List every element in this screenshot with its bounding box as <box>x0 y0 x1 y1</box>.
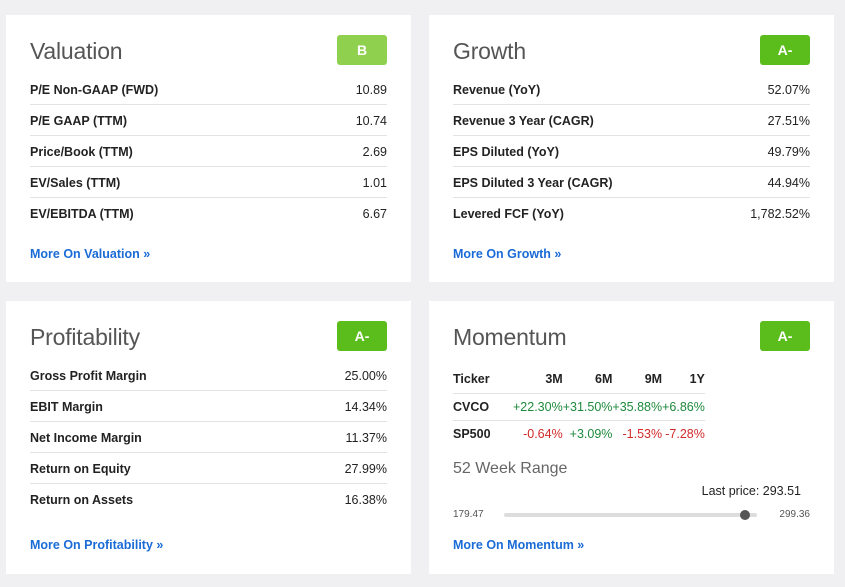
momentum-value: +35.88% <box>612 393 663 421</box>
more-on-profitability-link[interactable]: More On Profitability » <box>30 538 164 552</box>
valuation-title: Valuation <box>30 38 123 64</box>
range-low-label: 179.47 <box>453 509 484 520</box>
momentum-table: Ticker 3M 6M 9M 1Y CVCO +22.30% +31.50% … <box>453 366 705 447</box>
momentum-header-row: Ticker 3M 6M 9M 1Y <box>453 366 705 394</box>
momentum-value: +3.09% <box>569 426 613 441</box>
metric-row: P/E Non-GAAP (FWD) 10.89 <box>30 74 387 105</box>
momentum-value: +6.86% <box>662 393 705 421</box>
momentum-value: -1.53% <box>622 426 663 441</box>
column-header: 9M <box>612 366 663 394</box>
metric-row: Return on Equity 27.99% <box>30 453 387 484</box>
profitability-card: Profitability A- Gross Profit Margin 25.0… <box>6 301 411 574</box>
metric-value: 52.07% <box>767 83 810 97</box>
metric-label: Price/Book (TTM) <box>30 145 133 159</box>
metric-row: Net Income Margin 11.37% <box>30 422 387 453</box>
metric-label: EPS Diluted 3 Year (CAGR) <box>453 176 613 190</box>
column-header: 1Y <box>662 366 705 394</box>
metric-label: P/E Non-GAAP (FWD) <box>30 83 159 97</box>
metric-label: Return on Equity <box>30 462 131 476</box>
momentum-title: Momentum <box>453 324 567 350</box>
metric-value: 11.37% <box>345 431 387 445</box>
metric-row: Gross Profit Margin 25.00% <box>30 360 387 391</box>
metric-row: EPS Diluted (YoY) 49.79% <box>453 136 810 167</box>
metric-row: Revenue (YoY) 52.07% <box>453 74 810 105</box>
range-high-label: 299.36 <box>779 509 810 520</box>
table-row: SP500 -0.64% +3.09% -1.53% -7.28% <box>453 420 705 447</box>
momentum-value: +22.30% <box>513 393 563 421</box>
range-marker <box>739 510 750 520</box>
metric-value: 14.34% <box>344 400 387 414</box>
metric-label: Levered FCF (YoY) <box>453 207 564 221</box>
column-header: Ticker <box>453 366 513 394</box>
more-on-growth-link[interactable]: More On Growth » <box>453 247 562 261</box>
metric-label: P/E GAAP (TTM) <box>30 114 127 128</box>
momentum-card: Momentum A- Ticker 3M 6M 9M 1Y CVCO +22.… <box>429 301 834 574</box>
growth-card: Growth A- Revenue (YoY) 52.07% Revenue 3 … <box>429 15 834 282</box>
metric-row: Return on Assets 16.38% <box>30 484 387 515</box>
metric-label: EV/Sales (TTM) <box>30 176 121 190</box>
metric-value: 49.79% <box>767 145 810 159</box>
metric-value: 44.94% <box>767 176 810 190</box>
growth-title: Growth <box>453 38 526 64</box>
metric-value: 1.01 <box>362 176 387 190</box>
metric-row: EPS Diluted 3 Year (CAGR) 44.94% <box>453 167 810 198</box>
metric-label: Gross Profit Margin <box>30 369 147 383</box>
profitability-header: Profitability A- <box>30 321 387 353</box>
more-on-valuation-link[interactable]: More On Valuation » <box>30 247 151 261</box>
momentum-value: -7.28% <box>665 426 705 441</box>
range-track <box>504 510 757 520</box>
column-header: 3M <box>513 366 563 394</box>
week-range-title: 52 Week Range <box>453 460 568 477</box>
valuation-grade-badge[interactable]: B <box>337 35 387 65</box>
profitability-grade-badge[interactable]: A- <box>337 321 387 351</box>
metric-row: Revenue 3 Year (CAGR) 27.51% <box>453 105 810 136</box>
ticker-cell: SP500 <box>453 426 491 441</box>
last-price-label: Last price: 293.51 <box>701 484 801 498</box>
metric-label: EV/EBITDA (TTM) <box>30 207 134 221</box>
profitability-title: Profitability <box>30 324 140 350</box>
column-header: 6M <box>562 366 613 394</box>
metric-value: 25.00% <box>344 369 387 383</box>
momentum-value: -0.64% <box>523 426 563 441</box>
table-row: CVCO +22.30% +31.50% +35.88% +6.86% <box>453 393 705 421</box>
valuation-header: Valuation B <box>30 35 387 67</box>
metric-row: Levered FCF (YoY) 1,782.52% <box>453 198 810 229</box>
metric-value: 6.67 <box>362 207 387 221</box>
metric-value: 16.38% <box>344 493 387 507</box>
metric-value: 10.74 <box>355 114 387 128</box>
momentum-value: +31.50% <box>562 393 613 421</box>
metric-row: P/E GAAP (TTM) 10.74 <box>30 105 387 136</box>
metric-value: 27.51% <box>767 114 810 128</box>
momentum-grade-badge[interactable]: A- <box>760 321 810 351</box>
metric-row: EBIT Margin 14.34% <box>30 391 387 422</box>
metric-label: EBIT Margin <box>30 400 103 414</box>
metric-label: Revenue 3 Year (CAGR) <box>453 114 594 128</box>
metric-label: Revenue (YoY) <box>453 83 541 97</box>
metric-label: EPS Diluted (YoY) <box>453 145 560 159</box>
metric-value: 2.69 <box>362 145 387 159</box>
metric-row: EV/EBITDA (TTM) 6.67 <box>30 198 387 229</box>
growth-rows: Revenue (YoY) 52.07% Revenue 3 Year (CAGR… <box>453 74 810 229</box>
ticker-cell: CVCO <box>453 393 513 421</box>
metric-value: 27.99% <box>344 462 387 476</box>
more-on-momentum-link[interactable]: More On Momentum » <box>453 538 585 552</box>
metric-value: 10.89 <box>355 83 387 97</box>
metric-row: Price/Book (TTM) 2.69 <box>30 136 387 167</box>
metric-row: EV/Sales (TTM) 1.01 <box>30 167 387 198</box>
metric-value: 1,782.52% <box>750 207 810 221</box>
metric-label: Net Income Margin <box>30 431 142 445</box>
momentum-header: Momentum A- <box>453 321 810 353</box>
profitability-rows: Gross Profit Margin 25.00% EBIT Margin 14.… <box>30 360 387 515</box>
valuation-card: Valuation B P/E Non-GAAP (FWD) 10.89 P/E … <box>6 15 411 282</box>
growth-grade-badge[interactable]: A- <box>760 35 810 65</box>
metric-label: Return on Assets <box>30 493 134 507</box>
valuation-rows: P/E Non-GAAP (FWD) 10.89 P/E GAAP (TTM) 10… <box>30 74 387 229</box>
growth-header: Growth A- <box>453 35 810 67</box>
